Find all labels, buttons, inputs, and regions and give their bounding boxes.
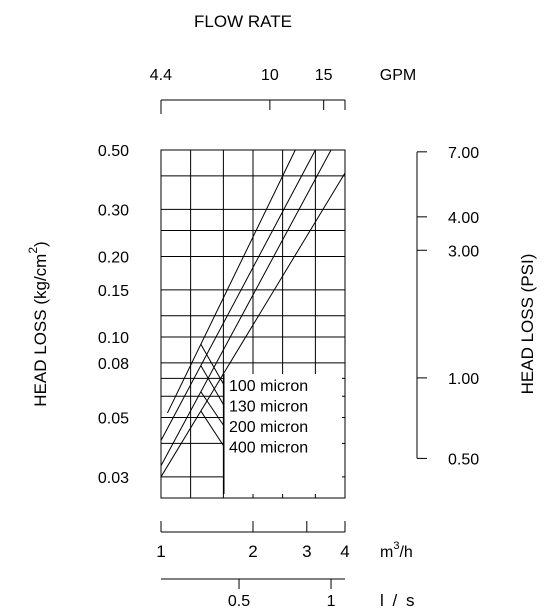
gpm-tick-label: 15 — [315, 67, 333, 84]
m3h-unit-label: m3/h — [380, 540, 413, 561]
right-tick-label: 0.50 — [448, 451, 479, 468]
m3h-tick-label: 1 — [156, 542, 165, 561]
right-psi-axis: 7.00 4.00 3.00 1.00 0.50 — [416, 145, 479, 468]
gpm-tick-label: 10 — [261, 67, 279, 84]
legend-label: 400 micron — [229, 440, 308, 457]
series-line — [160, 149, 316, 441]
gpm-tick-label: 4.4 — [150, 67, 172, 84]
m3h-tick-label: 4 — [340, 542, 349, 561]
ls-axis: 0.5 1 — [161, 578, 345, 610]
ls-tick-label: 0.5 — [228, 593, 250, 610]
left-tick-label: 0.08 — [98, 356, 129, 373]
left-axis-ticks: 0.50 0.30 0.20 0.15 0.10 0.08 0.05 0.03 — [98, 143, 129, 487]
legend-leader-line — [200, 410, 225, 447]
series-line — [160, 172, 346, 478]
m3h-tick-label: 2 — [248, 542, 257, 561]
left-tick-label: 0.03 — [98, 470, 129, 487]
legend-background — [224, 374, 342, 494]
legend-label: 130 micron — [229, 399, 308, 416]
legend-label: 200 micron — [229, 419, 308, 436]
left-tick-label: 0.05 — [98, 410, 129, 427]
m3h-tick-label: 3 — [302, 542, 311, 561]
right-axis-label: HEAD LOSS (PSI) — [518, 254, 537, 395]
plot-frame — [160, 149, 346, 499]
gpm-axis: 4.4 10 15 — [150, 67, 346, 114]
left-tick-label: 0.30 — [98, 202, 129, 219]
legend-leader-line — [200, 391, 225, 427]
legend: 100 micron 130 micron 200 micron 400 micron — [200, 344, 342, 494]
series-line — [167, 149, 296, 414]
left-tick-label: 0.50 — [98, 143, 129, 160]
left-tick-label: 0.20 — [98, 249, 129, 266]
right-tick-label: 4.00 — [448, 210, 479, 227]
left-tick-label: 0.10 — [98, 330, 129, 347]
chart-title: FLOW RATE — [194, 12, 292, 31]
legend-label: 100 micron — [229, 378, 308, 395]
ls-tick-label: 1 — [327, 593, 336, 610]
ls-unit-label: l / s — [380, 591, 416, 610]
gpm-unit-label: GPM — [380, 67, 416, 84]
series-line — [160, 149, 332, 466]
m3h-axis: 1 2 3 4 — [156, 521, 350, 561]
left-tick-label: 0.15 — [98, 283, 129, 300]
right-tick-label: 7.00 — [448, 145, 479, 162]
right-tick-label: 1.00 — [448, 371, 479, 388]
left-axis-label: HEAD LOSS (kg/cm2) — [26, 241, 50, 406]
legend-leader-line — [200, 344, 225, 386]
legend-leader-line — [200, 365, 225, 406]
series-lines — [160, 149, 346, 478]
right-tick-label: 3.00 — [448, 243, 479, 260]
